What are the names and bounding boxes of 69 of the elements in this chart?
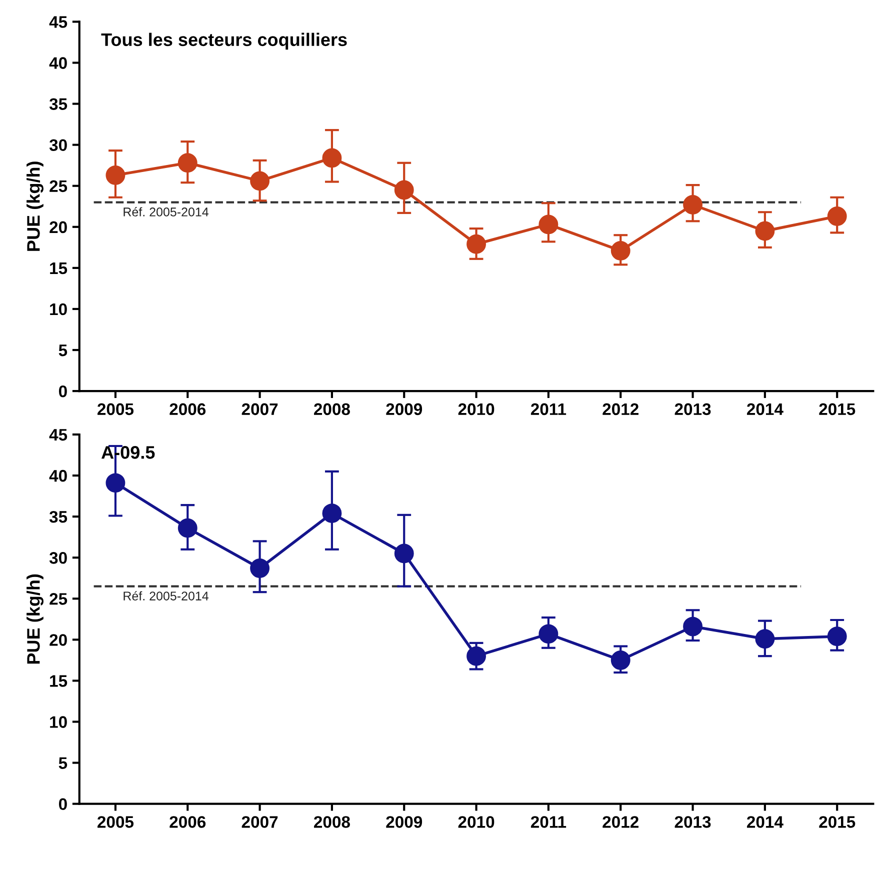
y-tick-label: 15 (50, 675, 68, 687)
x-tick-label: 2010 (458, 816, 494, 828)
x-tick-label: 2015 (819, 816, 856, 828)
ref-line-label: Réf. 2005-2014 (124, 207, 208, 216)
y-tick-label: 45 (49, 16, 68, 28)
point (827, 206, 847, 226)
x-tick-label: 2015 (819, 403, 856, 416)
point (394, 544, 414, 564)
y-tick-label: 0 (58, 385, 67, 398)
x-tick-label: 2008 (314, 403, 350, 416)
point (538, 624, 558, 644)
point (250, 171, 270, 191)
x-tick-label: 2009 (386, 816, 422, 828)
x-tick-label: 2011 (530, 403, 566, 416)
x-tick-label: 2011 (530, 816, 566, 828)
y-tick-label: 10 (50, 716, 67, 728)
point (827, 626, 847, 646)
ref-line-label: Réf. 2005-2014 (124, 591, 208, 600)
x-tick-label: 2005 (98, 403, 134, 416)
point (322, 504, 342, 524)
point (538, 214, 558, 234)
y-tick-label: 45 (49, 429, 68, 441)
x-tick-label: 2008 (314, 816, 350, 828)
point (755, 221, 775, 241)
y-tick-label: 15 (50, 262, 68, 274)
x-tick-label: 2012 (602, 403, 638, 416)
x-tick-label: 2005 (98, 816, 134, 828)
y-tick-label: 10 (50, 303, 67, 316)
x-tick-label: 2006 (170, 816, 206, 828)
point (178, 518, 198, 538)
point (394, 180, 414, 200)
point (610, 240, 630, 260)
y-tick-label: 30 (49, 552, 67, 564)
y-tick-label: 25 (50, 593, 68, 605)
y-tick-label: 5 (58, 344, 68, 356)
x-tick-label: 2006 (170, 403, 206, 416)
x-tick-label: 2014 (746, 403, 784, 416)
x-tick-label: 2007 (242, 816, 278, 828)
y-tick-label: 20 (50, 221, 67, 234)
y-tick-label: 35 (49, 98, 68, 110)
y-tick-label: 25 (50, 180, 68, 192)
x-tick-label: 2007 (242, 403, 278, 416)
point (610, 650, 630, 670)
y-tick-label: 35 (49, 510, 68, 523)
x-tick-label: 2012 (602, 816, 638, 828)
y-tick-label: 20 (50, 634, 67, 646)
point (106, 165, 126, 185)
y-tick-label: 30 (49, 139, 67, 152)
point (106, 473, 126, 493)
point (322, 148, 342, 168)
y-axis-title: PUE (kg/h) (26, 162, 44, 251)
y-tick-label: 40 (49, 57, 67, 69)
x-tick-label: 2009 (386, 403, 422, 416)
y-tick-label: 0 (58, 798, 67, 810)
x-tick-label: 2013 (674, 403, 711, 416)
x-tick-label: 2014 (746, 816, 784, 828)
y-axis-title: PUE (kg/h) (26, 574, 44, 664)
y-tick-label: 40 (49, 470, 67, 482)
x-tick-label: 2013 (674, 816, 711, 828)
point (178, 153, 198, 173)
point (683, 616, 702, 636)
y-tick-label: 5 (58, 757, 68, 769)
point (466, 234, 486, 254)
point (250, 558, 270, 578)
point (683, 195, 702, 214)
point (755, 629, 775, 649)
text: Tous les secteurs coquilliers (101, 32, 347, 50)
point (466, 646, 486, 666)
x-tick-label: 2010 (458, 403, 494, 416)
